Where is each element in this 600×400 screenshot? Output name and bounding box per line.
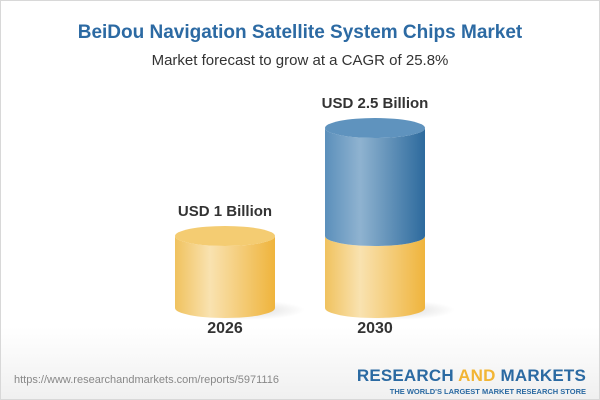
category-label: 2030 xyxy=(357,320,393,337)
cylinder-top xyxy=(175,226,275,246)
research-and-markets-logo: RESEARCH AND MARKETS THE WORLD'S LARGEST… xyxy=(356,366,586,396)
data-label: USD 2.5 Billion xyxy=(322,95,429,112)
cylinder-growth-segment xyxy=(325,128,425,246)
cylinder-base-segment xyxy=(175,236,275,318)
data-label: USD 1 Billion xyxy=(178,203,272,220)
category-label: 2026 xyxy=(207,320,243,337)
cylinder-base-segment xyxy=(325,236,425,318)
chart-title: BeiDou Navigation Satellite System Chips… xyxy=(77,22,523,43)
report-url[interactable]: https://www.researchandmarkets.com/repor… xyxy=(14,374,279,386)
cylinder-top xyxy=(325,118,425,138)
chart-subtitle: Market forecast to grow at a CAGR of 25.… xyxy=(151,52,449,69)
